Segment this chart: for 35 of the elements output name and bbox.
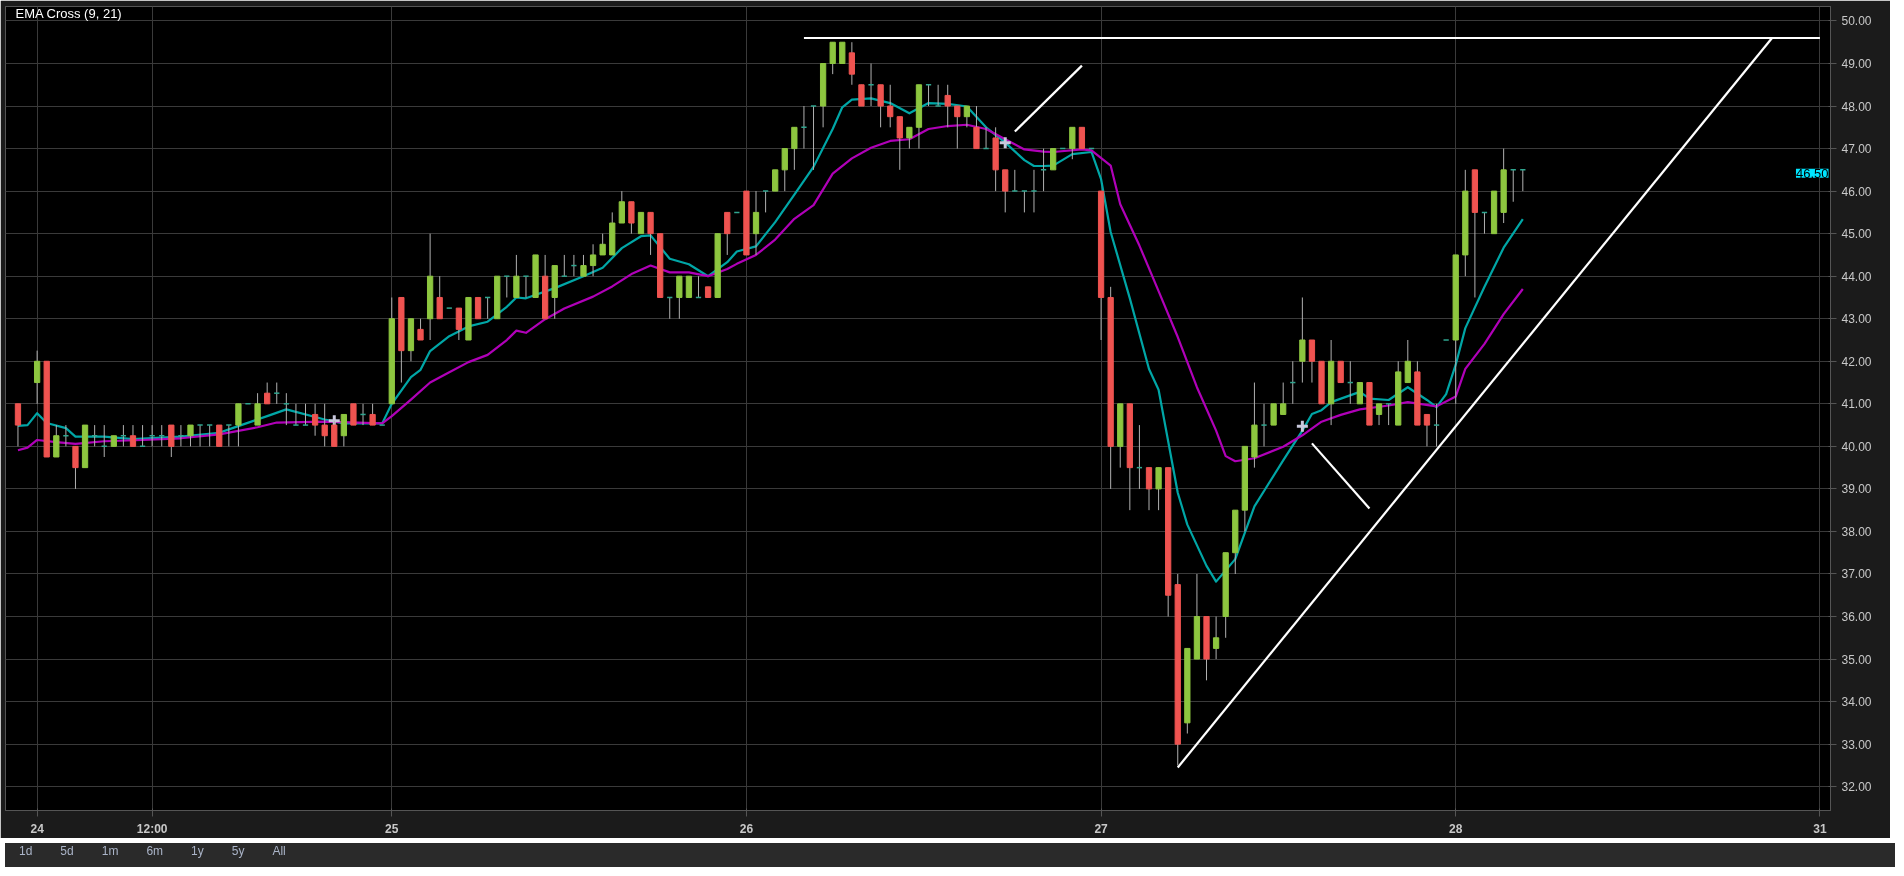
y-tick-label: 34.00 (1841, 695, 1872, 710)
y-tick-label: 38.00 (1841, 524, 1872, 539)
x-tick-label: 28 (1449, 821, 1463, 836)
x-tick-label: 12:00 (136, 821, 168, 836)
y-tick-label: 48.00 (1841, 99, 1872, 114)
annotation: 46.50 (1795, 165, 1829, 181)
y-tick-label: 43.00 (1841, 312, 1872, 327)
text: 1m (101, 843, 119, 860)
chart-subtitle: EMA Cross (9, 21) (15, 5, 122, 21)
x-tick-label: 31 (1813, 821, 1827, 836)
y-tick-label: 47.00 (1841, 142, 1872, 157)
text: 1y (191, 843, 204, 860)
y-tick-label: 36.00 (1841, 610, 1872, 625)
y-tick-label: 32.00 (1841, 780, 1872, 795)
y-tick-label: 35.00 (1841, 652, 1872, 667)
text: 1d (19, 843, 33, 860)
x-tick-label: 27 (1094, 821, 1109, 836)
y-tick-label: 40.00 (1841, 439, 1872, 454)
y-tick-label: 46.00 (1841, 184, 1872, 199)
y-tick-label: 33.00 (1841, 737, 1872, 752)
y-tick-label: 50.00 (1841, 14, 1872, 29)
y-tick-label: 39.00 (1841, 482, 1872, 497)
x-tick-label: 24 (30, 821, 45, 836)
x-tick-label: 25 (385, 821, 399, 836)
y-tick-label: 44.00 (1841, 269, 1872, 284)
x-tick-label: 26 (739, 821, 754, 836)
y-tick-label: 45.00 (1841, 227, 1872, 242)
y-tick-label: 49.00 (1841, 57, 1872, 71)
y-tick-label: 37.00 (1841, 567, 1872, 582)
text: 5y (231, 843, 245, 860)
text: All (272, 843, 286, 860)
y-tick-label: 42.00 (1841, 354, 1872, 369)
text: 6m (146, 843, 164, 860)
y-tick-label: 41.00 (1841, 397, 1872, 412)
text: 5d (60, 843, 74, 860)
